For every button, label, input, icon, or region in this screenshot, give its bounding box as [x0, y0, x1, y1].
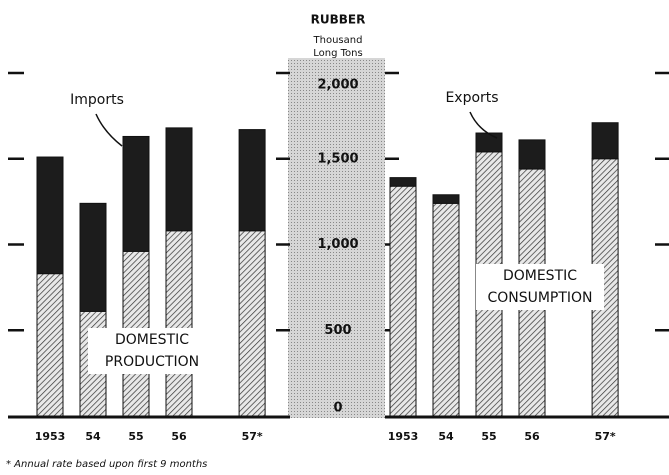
x-tick-label: 54: [438, 430, 454, 443]
label-box: [476, 264, 604, 310]
x-tick-label: 54: [85, 430, 101, 443]
bar-segment: [432, 202, 460, 417]
x-tick-label: 56: [171, 430, 187, 443]
series-label: DOMESTIC: [115, 332, 189, 348]
bar-segment: [238, 230, 266, 417]
bar-segment: [36, 273, 64, 417]
series-label: Exports: [445, 90, 498, 106]
x-tick-label: 1953: [35, 430, 66, 443]
bar-segment: [389, 177, 417, 187]
series-label: Imports: [70, 92, 124, 108]
x-tick-label: 57*: [242, 430, 263, 443]
y-tick-label: 0: [333, 401, 342, 416]
bar-segment: [165, 127, 193, 232]
bar-segment: [432, 194, 460, 204]
y-tick-label: 2,000: [317, 78, 358, 93]
x-tick-label: 1953: [388, 430, 419, 443]
series-label: PRODUCTION: [105, 354, 199, 370]
x-tick-label: 56: [524, 430, 540, 443]
bar-segment: [238, 129, 266, 232]
bar-segment: [79, 202, 107, 312]
y-tick-label: 500: [324, 323, 351, 338]
bar-segment: [165, 230, 193, 417]
leader-line: [469, 111, 498, 139]
x-tick-label: 57*: [595, 430, 616, 443]
series-label: CONSUMPTION: [487, 290, 592, 306]
series-label: DOMESTIC: [503, 268, 577, 284]
axis-title: RUBBER: [311, 13, 366, 27]
axis-unit: Long Tons: [313, 48, 362, 59]
x-tick-label: 55: [481, 430, 496, 443]
y-tick-label: 1,000: [317, 237, 358, 252]
footnote: * Annual rate based upon first 9 months: [6, 459, 207, 470]
label-box: [88, 328, 216, 374]
bar-segment: [475, 132, 503, 153]
bar-segment: [591, 122, 619, 160]
bar-segment: [518, 139, 546, 170]
bar-segment: [122, 135, 150, 252]
axis-unit: Thousand: [313, 35, 363, 46]
leader-line: [95, 113, 123, 147]
bar-segment: [36, 156, 64, 275]
y-tick-label: 1,500: [317, 151, 358, 166]
bar-segment: [389, 185, 417, 417]
x-tick-label: 55: [128, 430, 143, 443]
axis-band: [288, 58, 385, 418]
